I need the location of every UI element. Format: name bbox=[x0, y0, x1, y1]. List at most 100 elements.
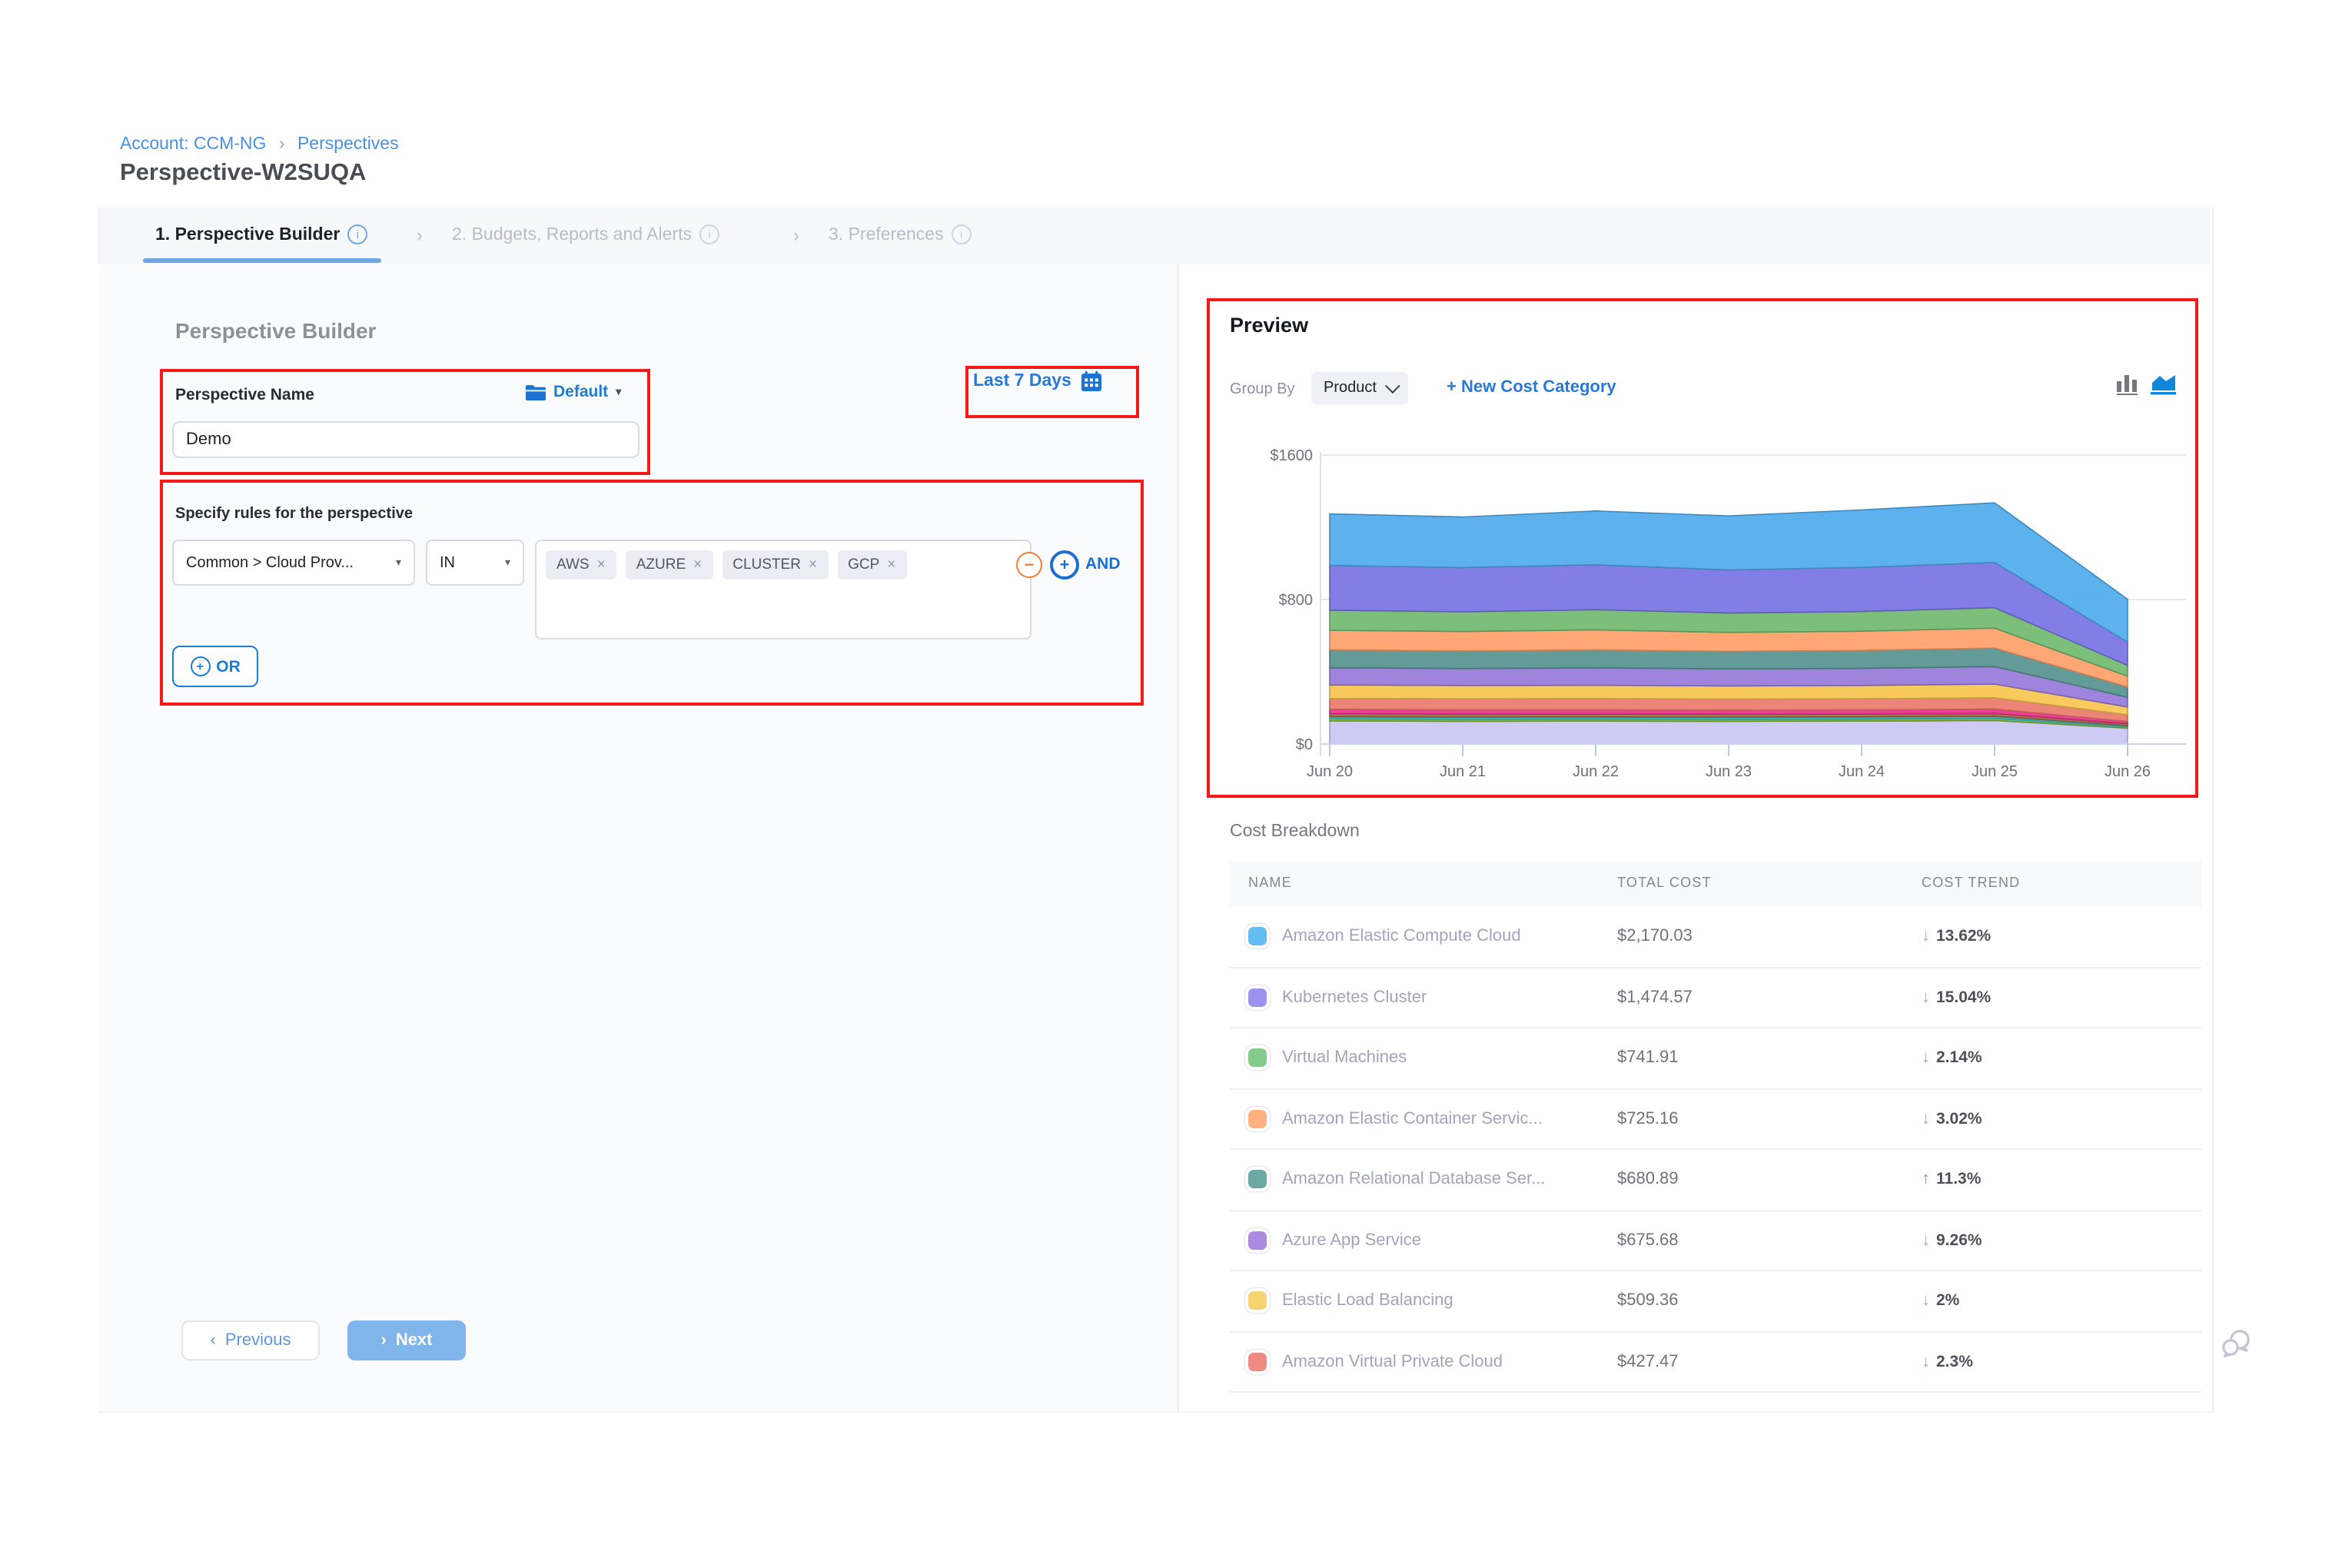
row-product-name[interactable]: Amazon Virtual Private Cloud bbox=[1282, 1352, 1503, 1371]
svg-text:Jun 26: Jun 26 bbox=[2105, 763, 2151, 780]
trend-down-icon: ↓ bbox=[1922, 927, 1930, 946]
svg-text:Jun 21: Jun 21 bbox=[1440, 763, 1486, 780]
svg-text:$800: $800 bbox=[1279, 592, 1314, 609]
svg-text:Jun 24: Jun 24 bbox=[1839, 763, 1885, 780]
previous-button-label: Previous bbox=[224, 1331, 291, 1350]
row-product-name[interactable]: Virtual Machines bbox=[1282, 1048, 1407, 1068]
plus-circle-icon: + bbox=[190, 656, 211, 676]
col-cost-trend: COST TREND bbox=[1922, 875, 2021, 890]
chevron-left-icon: ‹ bbox=[210, 1331, 216, 1350]
remove-chip-icon[interactable]: × bbox=[887, 556, 896, 573]
row-total-cost: $725.16 bbox=[1617, 1109, 1679, 1128]
tab-perspective-builder[interactable]: 1. Perspective Builder i bbox=[155, 224, 368, 244]
row-product-name[interactable]: Amazon Elastic Compute Cloud bbox=[1282, 927, 1521, 946]
col-name: NAME bbox=[1248, 875, 1292, 890]
row-product-name[interactable]: Amazon Relational Database Ser... bbox=[1282, 1170, 1546, 1189]
chip-label: GCP bbox=[848, 556, 880, 573]
chevron-down-icon: ▾ bbox=[616, 387, 622, 398]
series-color-swatch bbox=[1248, 1231, 1267, 1250]
row-total-cost: $1,474.57 bbox=[1617, 988, 1693, 1007]
and-button[interactable]: AND bbox=[1085, 555, 1121, 573]
rule-field-dropdown[interactable]: Common > Cloud Prov... ▾ bbox=[172, 540, 415, 586]
table-row: Amazon Elastic Compute Cloud $2,170.03 ↓ 13… bbox=[1230, 907, 2201, 968]
area-chart-icon[interactable] bbox=[2151, 372, 2177, 395]
calendar-icon bbox=[1081, 370, 1101, 391]
row-product-name[interactable]: Amazon Elastic Container Servic... bbox=[1282, 1109, 1543, 1128]
rule-operator-value: IN bbox=[440, 554, 455, 571]
chevron-separator-icon: › bbox=[793, 224, 799, 246]
remove-chip-icon[interactable]: × bbox=[693, 556, 703, 573]
previous-button[interactable]: ‹ Previous bbox=[181, 1321, 320, 1360]
trend-up-icon: ↑ bbox=[1922, 1170, 1930, 1189]
tab-budgets-label: 2. Budgets, Reports and Alerts bbox=[452, 225, 692, 244]
page-title: Perspective-W2SUQA bbox=[120, 160, 367, 186]
date-range-selector[interactable]: Last 7 Days bbox=[973, 370, 1102, 392]
series-color-swatch bbox=[1248, 1109, 1267, 1128]
next-button[interactable]: › Next bbox=[347, 1321, 466, 1360]
svg-text:Jun 22: Jun 22 bbox=[1573, 763, 1619, 780]
group-by-dropdown[interactable]: Product bbox=[1311, 372, 1409, 404]
tab-bar bbox=[98, 208, 2211, 264]
next-button-label: Next bbox=[395, 1331, 433, 1350]
remove-chip-icon[interactable]: × bbox=[808, 556, 818, 573]
add-rule-button[interactable]: + bbox=[1050, 550, 1079, 580]
perspective-name-input[interactable] bbox=[172, 421, 639, 458]
rule-values-box[interactable]: AWS × AZURE × CLUSTER × GCP × bbox=[535, 540, 1031, 639]
rule-operator-dropdown[interactable]: IN ▾ bbox=[426, 540, 524, 586]
table-row: Elastic Load Balancing $509.36 ↓ 2% bbox=[1230, 1271, 2201, 1332]
tab-preferences[interactable]: 3. Preferences i bbox=[829, 224, 972, 244]
group-by-value: Product bbox=[1324, 380, 1377, 397]
bar-chart-icon[interactable] bbox=[2117, 374, 2140, 395]
row-cost-trend: 9.26% bbox=[1936, 1231, 1982, 1250]
area-series bbox=[1329, 719, 2128, 745]
active-tab-underline bbox=[143, 258, 381, 263]
row-total-cost: $741.91 bbox=[1617, 1048, 1679, 1068]
info-icon: i bbox=[699, 224, 719, 244]
row-cost-trend: 11.3% bbox=[1936, 1170, 1982, 1189]
row-total-cost: $427.47 bbox=[1617, 1352, 1679, 1371]
chevron-down-icon: ▾ bbox=[504, 558, 510, 569]
table-row: Kubernetes Cluster $1,474.57 ↓ 15.04% bbox=[1230, 968, 2201, 1028]
folder-icon bbox=[526, 384, 546, 400]
row-product-name[interactable]: Kubernetes Cluster bbox=[1282, 988, 1427, 1007]
rule-field-value: Common > Cloud Prov... bbox=[186, 554, 354, 571]
preview-heading: Preview bbox=[1230, 314, 1309, 337]
table-row: Amazon Elastic Container Servic... $725.1… bbox=[1230, 1089, 2201, 1150]
tab-budgets-reports-alerts[interactable]: 2. Budgets, Reports and Alerts i bbox=[452, 224, 719, 244]
rule-value-chip[interactable]: AWS × bbox=[546, 550, 616, 580]
remove-chip-icon[interactable]: × bbox=[596, 556, 606, 573]
folder-selector[interactable]: Default ▾ bbox=[526, 383, 621, 401]
area-series bbox=[1329, 502, 2128, 643]
rules-label: Specify rules for the perspective bbox=[175, 506, 414, 523]
rule-value-chip[interactable]: CLUSTER × bbox=[722, 550, 829, 580]
cost-breakdown-heading: Cost Breakdown bbox=[1230, 822, 1360, 841]
row-product-name[interactable]: Azure App Service bbox=[1282, 1231, 1421, 1250]
table-row: Virtual Machines $741.91 ↓ 2.14% bbox=[1230, 1028, 2201, 1089]
breadcrumb: Account: CCM-NG › Perspectives bbox=[120, 135, 399, 154]
trend-down-icon: ↓ bbox=[1922, 1352, 1930, 1371]
row-total-cost: $509.36 bbox=[1617, 1291, 1679, 1311]
stacked-area-chart: $1600 $800 $0 Jun 20 Jun 21 Jun 22 Jun 23 Jun 2… bbox=[1270, 447, 2186, 780]
breadcrumb-account-link[interactable]: Account: CCM-NG bbox=[120, 135, 267, 154]
chat-bubbles-icon[interactable] bbox=[2220, 1327, 2254, 1360]
trend-down-icon: ↓ bbox=[1922, 1291, 1930, 1311]
remove-rule-button[interactable]: − bbox=[1016, 552, 1042, 578]
rule-value-chip[interactable]: GCP × bbox=[837, 550, 907, 580]
chevron-right-icon: › bbox=[380, 1331, 387, 1350]
cost-breakdown-table: NAME TOTAL COST COST TREND Amazon Elasti… bbox=[1230, 861, 2201, 1393]
row-total-cost: $680.89 bbox=[1617, 1170, 1679, 1189]
or-button[interactable]: + OR bbox=[172, 646, 258, 687]
perspective-name-label: Perspective Name bbox=[175, 386, 314, 404]
new-cost-category-button[interactable]: + New Cost Category bbox=[1447, 378, 1616, 397]
rule-value-chip[interactable]: AZURE × bbox=[625, 550, 713, 580]
series-color-swatch bbox=[1248, 1291, 1267, 1311]
or-button-label: OR bbox=[216, 657, 241, 676]
trend-down-icon: ↓ bbox=[1922, 1109, 1930, 1128]
breadcrumb-perspectives-link[interactable]: Perspectives bbox=[297, 135, 399, 154]
svg-text:$1600: $1600 bbox=[1270, 447, 1313, 464]
row-product-name[interactable]: Elastic Load Balancing bbox=[1282, 1291, 1453, 1311]
chip-label: AZURE bbox=[636, 556, 686, 573]
info-icon: i bbox=[951, 224, 972, 244]
breadcrumb-separator-icon: › bbox=[278, 135, 285, 154]
